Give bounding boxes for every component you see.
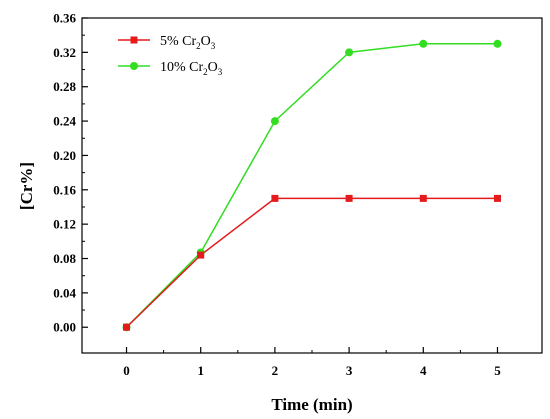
series-2-point	[419, 39, 428, 48]
y-tick-label: 0.04	[53, 285, 76, 300]
series-2-point	[345, 48, 354, 57]
series-line-2	[125, 43, 498, 328]
legend-marker-1	[130, 36, 138, 44]
series-1-point	[419, 194, 427, 202]
series-1-point	[493, 194, 501, 202]
y-axis-title: [Cr%]	[17, 162, 36, 210]
x-tick-label: 0	[123, 363, 130, 378]
x-axis-title: Time (min)	[271, 395, 352, 414]
y-tick-label: 0.12	[53, 217, 76, 232]
legend-label-1: 5% Cr2O3	[160, 34, 216, 51]
series-1-point	[197, 251, 205, 259]
series-2-point	[270, 117, 279, 126]
x-tick-label: 1	[197, 363, 204, 378]
x-tick-label: 4	[420, 363, 427, 378]
legend: 5% Cr2O3 10% Cr2O3	[118, 34, 223, 77]
y-tick-label: 0.20	[53, 148, 76, 163]
y-axis-ticks: 0.00 0.04 0.08 0.12 0.16 0.20 0.24 0.28 0.32 0.36	[53, 11, 88, 335]
y-tick-label: 0.16	[53, 182, 76, 197]
y-tick-label: 0.08	[53, 251, 76, 266]
series-markers	[122, 39, 502, 332]
series-1-point	[271, 194, 279, 202]
series-2-point	[493, 39, 502, 48]
series-line-1	[125, 197, 498, 328]
series-1-point	[345, 194, 353, 202]
series-lines	[125, 43, 498, 328]
x-tick-label: 5	[494, 363, 501, 378]
x-tick-label: 2	[272, 363, 279, 378]
y-tick-label: 0.24	[53, 114, 76, 129]
legend-label-2: 10% Cr2O3	[160, 60, 223, 77]
y-tick-label: 0.28	[53, 79, 76, 94]
series-1-point	[123, 323, 131, 331]
y-tick-label: 0.36	[53, 11, 76, 26]
y-tick-label: 0.32	[53, 45, 76, 60]
y-tick-label: 0.00	[53, 320, 76, 335]
x-axis-ticks: 0 1 2 3 4 5	[123, 347, 501, 378]
legend-marker-2	[130, 62, 138, 70]
x-tick-label: 3	[346, 363, 353, 378]
